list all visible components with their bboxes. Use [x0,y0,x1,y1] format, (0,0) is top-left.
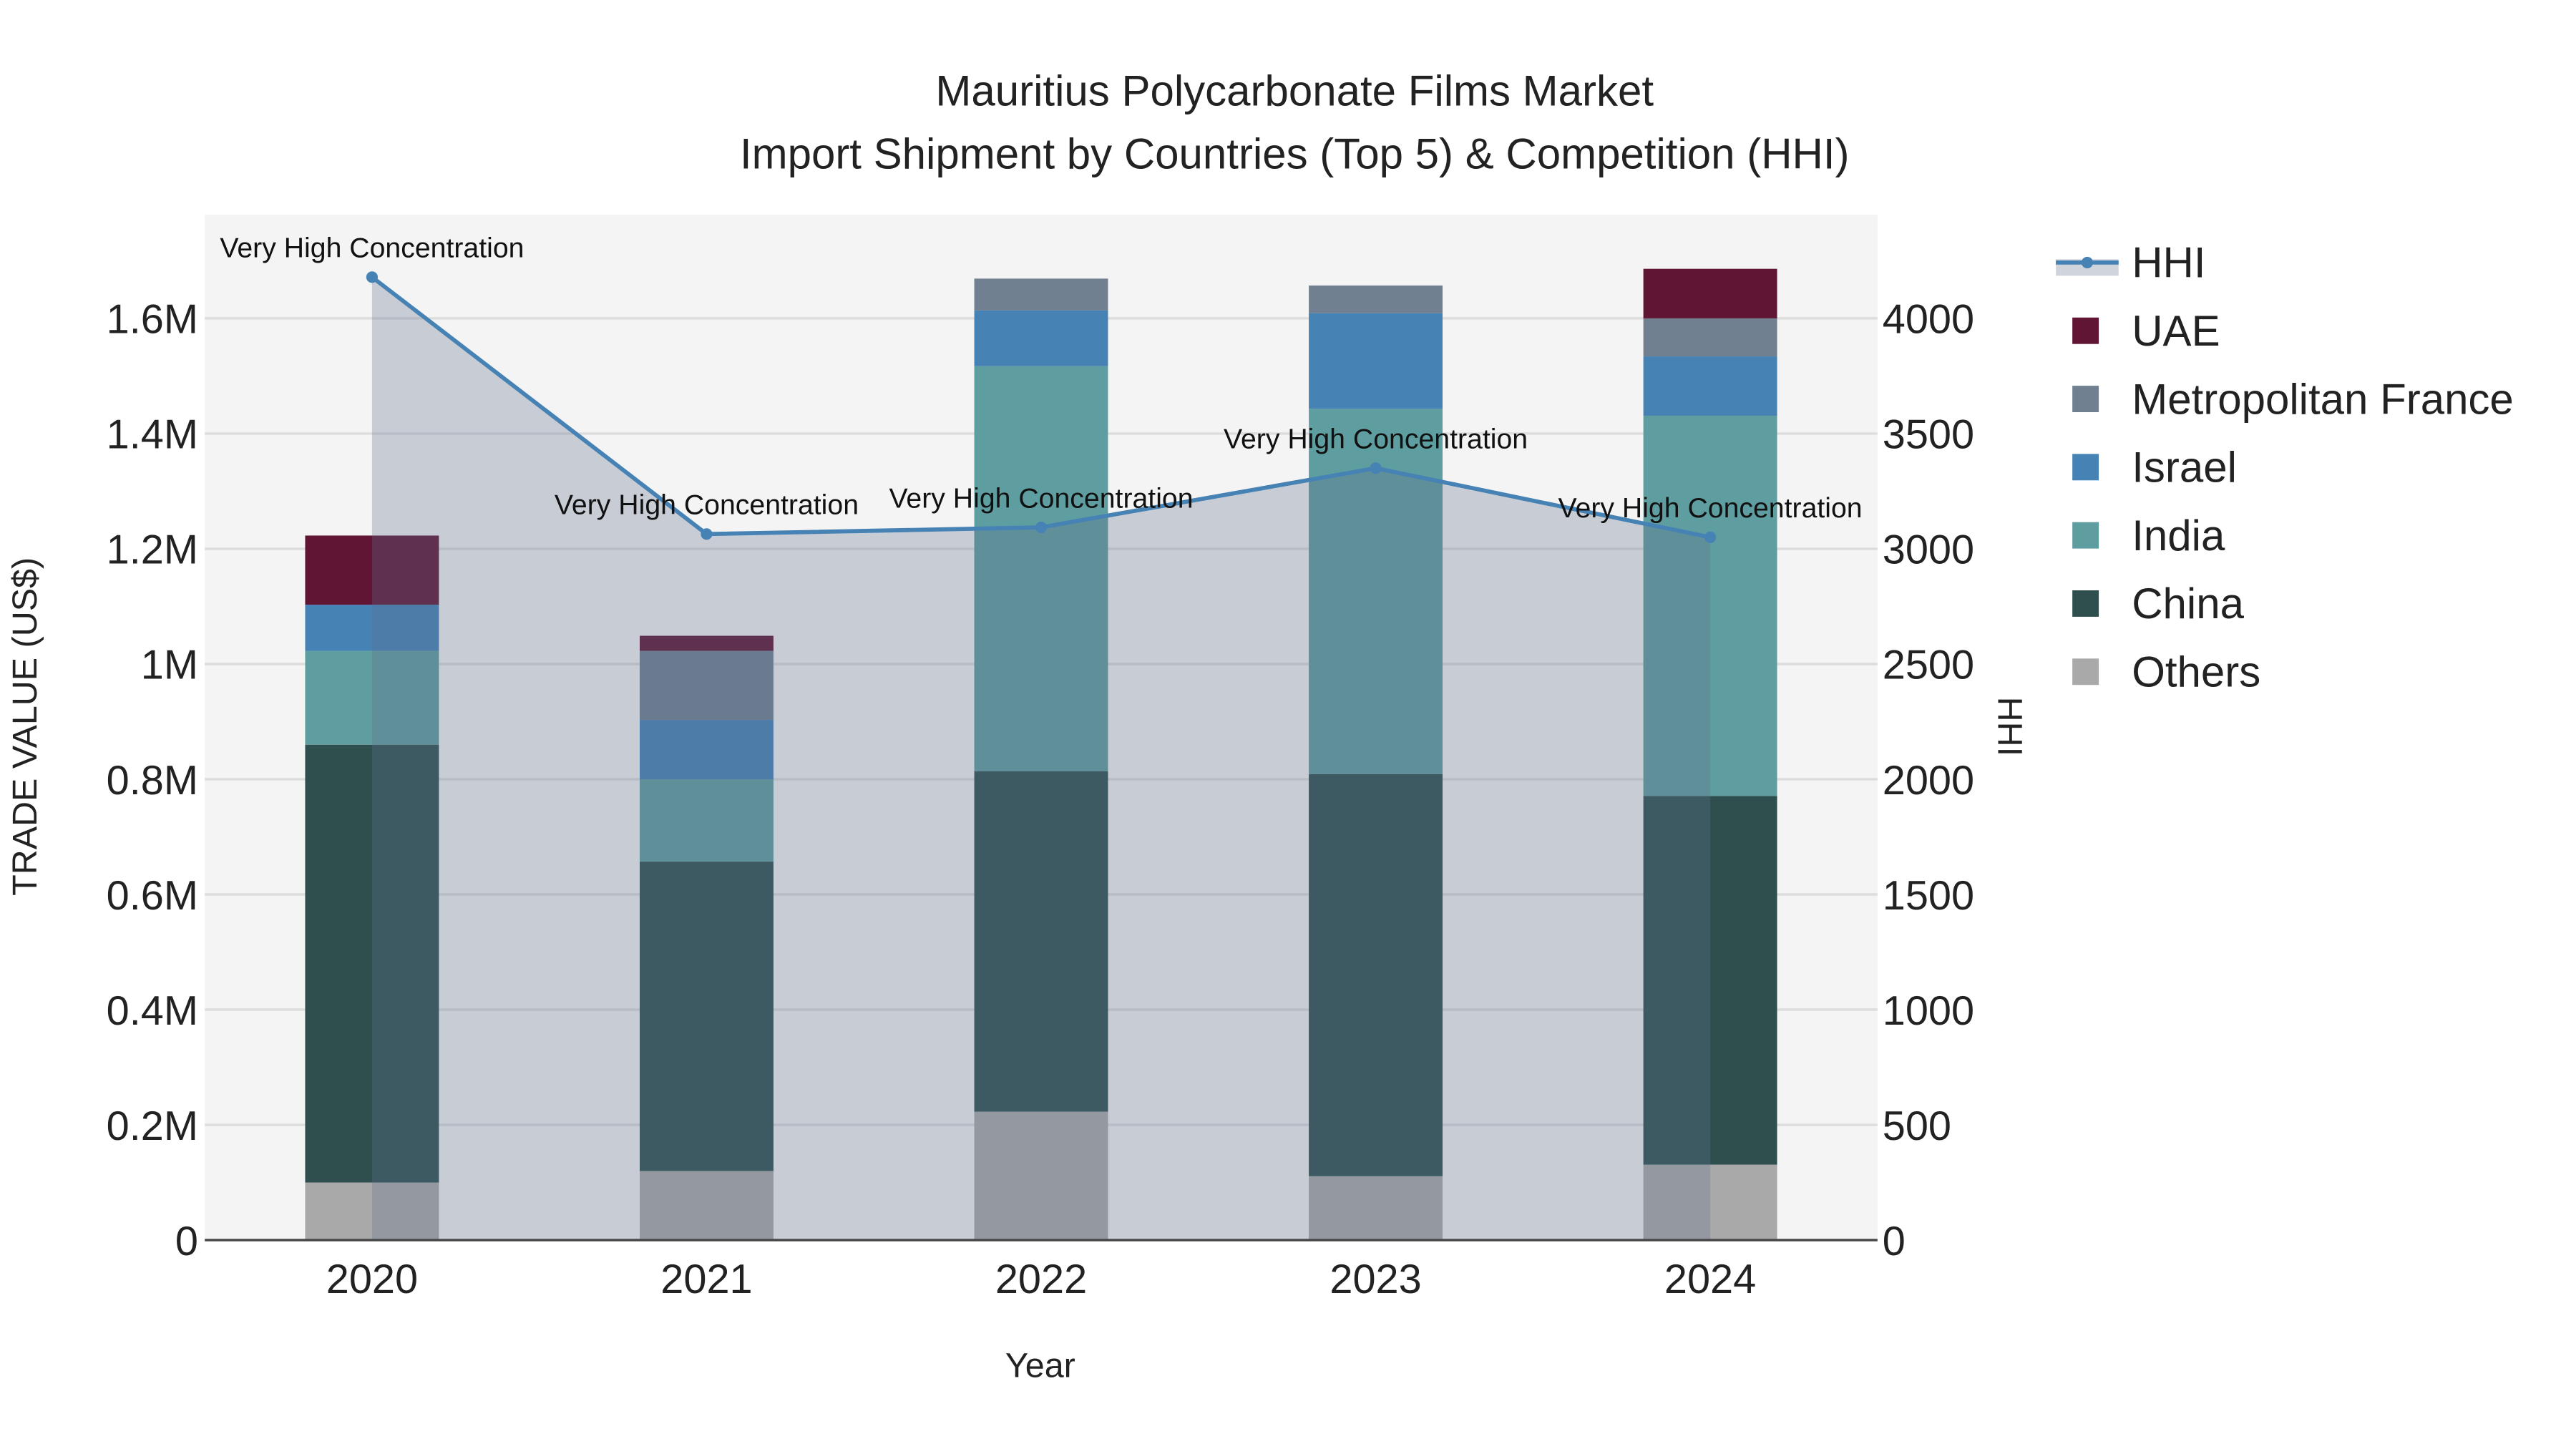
bar-israel [1643,356,1777,416]
bar-israel [305,605,439,651]
y2-tick-label: 1500 [1883,873,1974,919]
y2-tick-label: 4000 [1883,297,1974,343]
y-tick-label: 0.8M [107,758,198,804]
legend: HHI UAE Metropolitan France Israel India Chin… [2056,239,2514,696]
bar-china [1643,796,1777,1165]
bars [305,268,1777,1241]
legend-label: UAE [2132,307,2220,355]
hhi-line: Very High Concentration Very High Concent… [220,233,1863,543]
bar-others [1309,1176,1443,1241]
bar-uae [305,535,439,605]
y2-tick-label: 2000 [1883,758,1974,804]
hhi-annotation: Very High Concentration [1558,492,1863,524]
y2-tick-label: 3000 [1883,527,1974,573]
bar-china [305,744,439,1183]
bar-india [1643,415,1777,796]
hhi-annotation: Very High Concentration [220,233,524,264]
legend-swatch [2072,386,2099,412]
x-tick-label: 2024 [1664,1257,1756,1302]
hhi-area [371,277,1711,1241]
y-tick-label: 1M [141,643,198,688]
bar-india [640,779,774,862]
hhi-point [1035,521,1048,534]
bar-uae [1643,268,1777,318]
axes: 0 0.2M 0.4M 0.6M 0.8M 1M 1.2M 1.4M 1.6M 0 500 1000 1… [107,297,1974,1302]
bar-metropolitan-france [974,278,1108,311]
bar-metropolitan-france [1309,286,1443,313]
y-tick-label: 1.4M [107,412,198,458]
x-axis-title: Year [1005,1347,1075,1385]
bar-uae [640,635,774,651]
bar-others [305,1182,439,1241]
legend-swatch [2072,317,2099,344]
y2-tick-label: 1000 [1883,988,1974,1034]
x-tick-label: 2022 [995,1257,1087,1302]
legend-hhi-marker [2081,256,2093,268]
x-tick-label: 2021 [660,1257,752,1302]
hhi-annotation: Very High Concentration [1224,424,1528,455]
legend-label: Others [2132,648,2260,696]
hhi-point [701,528,713,540]
bar-israel [640,720,774,779]
y-tick-label: 0.2M [107,1103,198,1149]
y2-tick-label: 0 [1883,1219,1906,1264]
bar-india [974,366,1108,771]
hhi-point [1370,462,1382,474]
hhi-annotation: Very High Concentration [555,489,859,521]
bar-china [974,771,1108,1112]
y2-tick-label: 3500 [1883,412,1974,458]
legend-label: Metropolitan France [2132,375,2514,423]
hhi-area-fill [371,277,1711,1241]
y-tick-label: 0.6M [107,873,198,919]
bar-metropolitan-france [640,650,774,721]
y-tick-label: 0 [175,1219,198,1264]
hhi-annotation: Very High Concentration [889,482,1193,514]
y-tick-label: 1.2M [107,527,198,573]
legend-label: HHI [2132,239,2205,287]
bar-china [1309,774,1443,1176]
hhi-point [366,271,378,283]
legend-label: India [2132,512,2225,560]
y-tick-label: 1.6M [107,297,198,343]
x-tick-label: 2020 [326,1257,418,1302]
hhi-point [1704,531,1717,543]
y2-tick-label: 500 [1883,1103,1951,1149]
bar-metropolitan-france [1643,318,1777,357]
bar-others [640,1171,774,1241]
y2-axis-title: HHI [1990,697,2029,756]
legend-swatch [2072,658,2099,686]
chart-subtitle: Import Shipment by Countries (Top 5) & C… [740,130,1850,177]
y-tick-label: 0.4M [107,988,198,1034]
legend-label: China [2132,580,2244,628]
x-tick-label: 2023 [1330,1257,1421,1302]
chart-title: Mauritius Polycarbonate Films Market [935,67,1654,115]
legend-swatch [2072,522,2099,549]
y-axis-title: TRADE VALUE (US$) [6,557,44,896]
bar-others [1643,1164,1777,1241]
bar-china [640,862,774,1171]
legend-label: Israel [2132,444,2237,492]
bar-israel [1309,313,1443,409]
legend-swatch [2072,454,2099,481]
y2-tick-label: 2500 [1883,643,1974,688]
bar-others [974,1111,1108,1241]
bar-israel [974,310,1108,366]
bar-india [305,650,439,745]
legend-swatch [2072,590,2099,617]
